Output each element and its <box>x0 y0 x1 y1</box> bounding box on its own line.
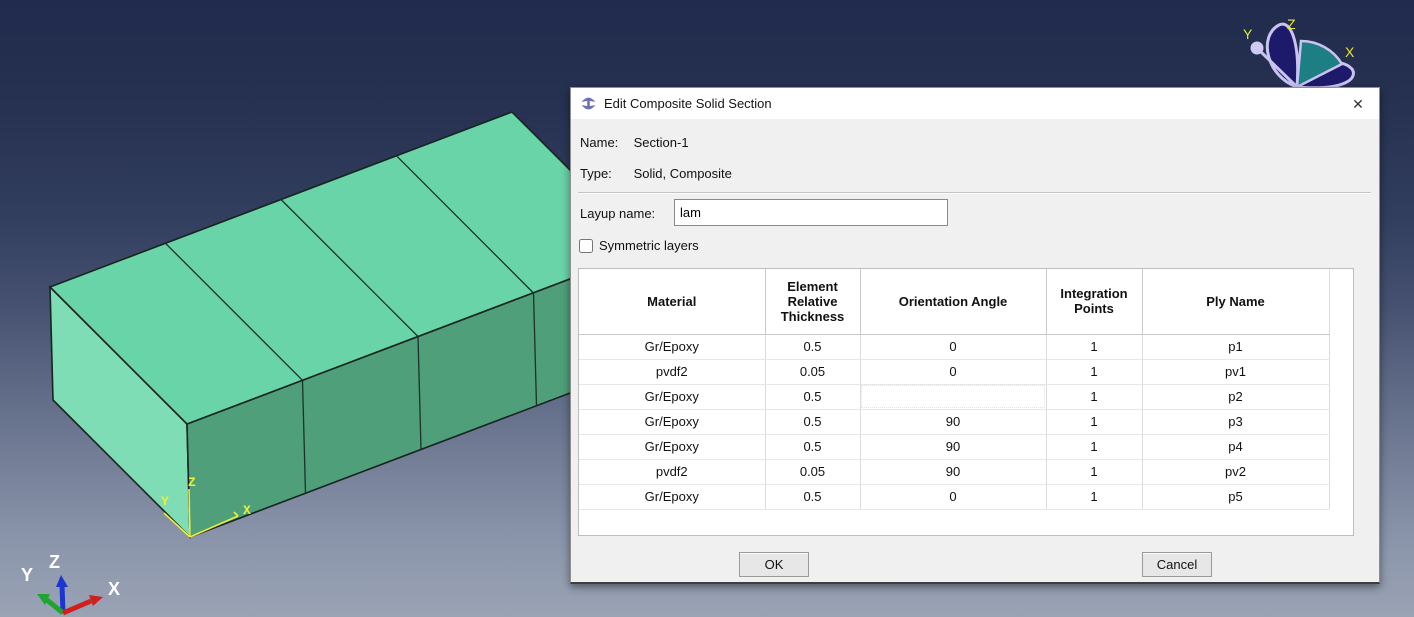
cell-points[interactable]: 1 <box>1046 459 1143 485</box>
cell-points[interactable]: 1 <box>1046 334 1143 360</box>
part-x-label: X <box>243 503 251 518</box>
cell-ply[interactable]: pv1 <box>1142 359 1330 385</box>
cell-points[interactable]: 1 <box>1046 359 1143 385</box>
compass-x-label: X <box>1345 44 1355 60</box>
cancel-button[interactable]: Cancel <box>1142 552 1212 577</box>
global-x-label: X <box>108 579 120 599</box>
cell-ply[interactable]: p4 <box>1142 434 1330 460</box>
part-triad-labels: Z Y X <box>161 475 251 518</box>
cell-ply[interactable]: p5 <box>1142 484 1330 510</box>
layup-table: Material Element Relative Thickness Orie… <box>578 268 1354 536</box>
cell-ply[interactable]: p1 <box>1142 334 1330 360</box>
composite-block[interactable] <box>48 111 653 539</box>
cell-angle-selected[interactable]: 90 <box>860 384 1047 410</box>
compass-y-label: Y <box>1243 26 1253 42</box>
cell-material[interactable]: pvdf2 <box>579 359 766 385</box>
cell-ply[interactable]: p2 <box>1142 384 1330 410</box>
global-z-label: Z <box>49 552 60 572</box>
cell-thickness[interactable]: 0.5 <box>765 384 861 410</box>
close-button[interactable]: ✕ <box>1347 93 1369 115</box>
table-row: Gr/Epoxy 0.5 0 1 p5 <box>579 484 1330 510</box>
part-z-label: Z <box>188 475 196 490</box>
table-row: pvdf2 0.05 90 1 pv2 <box>579 459 1330 485</box>
cell-ply[interactable]: pv2 <box>1142 459 1330 485</box>
cell-material[interactable]: Gr/Epoxy <box>579 434 766 460</box>
cell-angle[interactable]: 0 <box>860 359 1047 385</box>
cell-points[interactable]: 1 <box>1046 484 1143 510</box>
cell-material[interactable]: Gr/Epoxy <box>579 334 766 360</box>
part-origin-triad <box>163 488 239 538</box>
symmetric-layers-checkbox[interactable] <box>579 238 593 253</box>
table-row: pvdf2 0.05 0 1 pv1 <box>579 359 1330 385</box>
layup-name-input[interactable] <box>674 199 948 226</box>
name-value: Section-1 <box>633 135 689 150</box>
cell-ply[interactable]: p3 <box>1142 409 1330 435</box>
cell-thickness[interactable]: 0.5 <box>765 434 861 460</box>
name-label: Name: <box>580 135 619 150</box>
cell-material[interactable]: Gr/Epoxy <box>579 384 766 410</box>
edit-composite-solid-section-dialog: Edit Composite Solid Section ✕ Name: Sec… <box>570 87 1380 584</box>
part-y-label: Y <box>161 494 169 509</box>
ok-button[interactable]: OK <box>739 552 809 577</box>
compass-z-label: Z <box>1287 16 1296 32</box>
cell-thickness[interactable]: 0.5 <box>765 484 861 510</box>
separator <box>578 192 1371 194</box>
cell-thickness[interactable]: 0.05 <box>765 359 861 385</box>
table-row: Gr/Epoxy 0.5 90 1 p2 <box>579 384 1330 410</box>
cell-points[interactable]: 1 <box>1046 384 1143 410</box>
layup-name-label: Layup name: <box>580 206 656 221</box>
cell-angle[interactable]: 0 <box>860 484 1047 510</box>
cell-material[interactable]: Gr/Epoxy <box>579 484 766 510</box>
cell-thickness[interactable]: 0.05 <box>765 459 861 485</box>
cell-thickness[interactable]: 0.5 <box>765 409 861 435</box>
cell-angle[interactable]: 90 <box>860 459 1047 485</box>
dialog-title: Edit Composite Solid Section <box>604 96 772 111</box>
table-row: Gr/Epoxy 0.5 0 1 p1 <box>579 334 1330 360</box>
view-compass-icon[interactable]: Y Z X <box>1243 16 1355 122</box>
global-y-label: Y <box>21 565 33 585</box>
header-ply: Ply Name <box>1142 269 1330 335</box>
cell-angle[interactable]: 90 <box>860 434 1047 460</box>
cell-material[interactable]: pvdf2 <box>579 459 766 485</box>
header-integration: Integration Points <box>1046 269 1143 335</box>
partition-edges <box>165 155 538 494</box>
cell-material[interactable]: Gr/Epoxy <box>579 409 766 435</box>
cell-points[interactable]: 1 <box>1046 409 1143 435</box>
table-row: Gr/Epoxy 0.5 90 1 p3 <box>579 409 1330 435</box>
type-label: Type: <box>580 166 612 181</box>
dialog-titlebar[interactable]: Edit Composite Solid Section <box>571 88 1379 119</box>
symmetric-layers-label: Symmetric layers <box>599 238 699 253</box>
header-orientation: Orientation Angle <box>860 269 1047 335</box>
header-thickness: Element Relative Thickness <box>765 269 861 335</box>
table-header-row: Material Element Relative Thickness Orie… <box>579 269 1330 335</box>
header-material: Material <box>579 269 766 335</box>
cell-angle[interactable]: 90 <box>860 409 1047 435</box>
cell-points[interactable]: 1 <box>1046 434 1143 460</box>
global-triad: Y Z X <box>21 552 120 616</box>
section-dialog-icon <box>581 97 596 110</box>
table-row: Gr/Epoxy 0.5 90 1 p4 <box>579 434 1330 460</box>
cell-angle[interactable]: 0 <box>860 334 1047 360</box>
type-value: Solid, Composite <box>633 166 732 181</box>
cell-thickness[interactable]: 0.5 <box>765 334 861 360</box>
